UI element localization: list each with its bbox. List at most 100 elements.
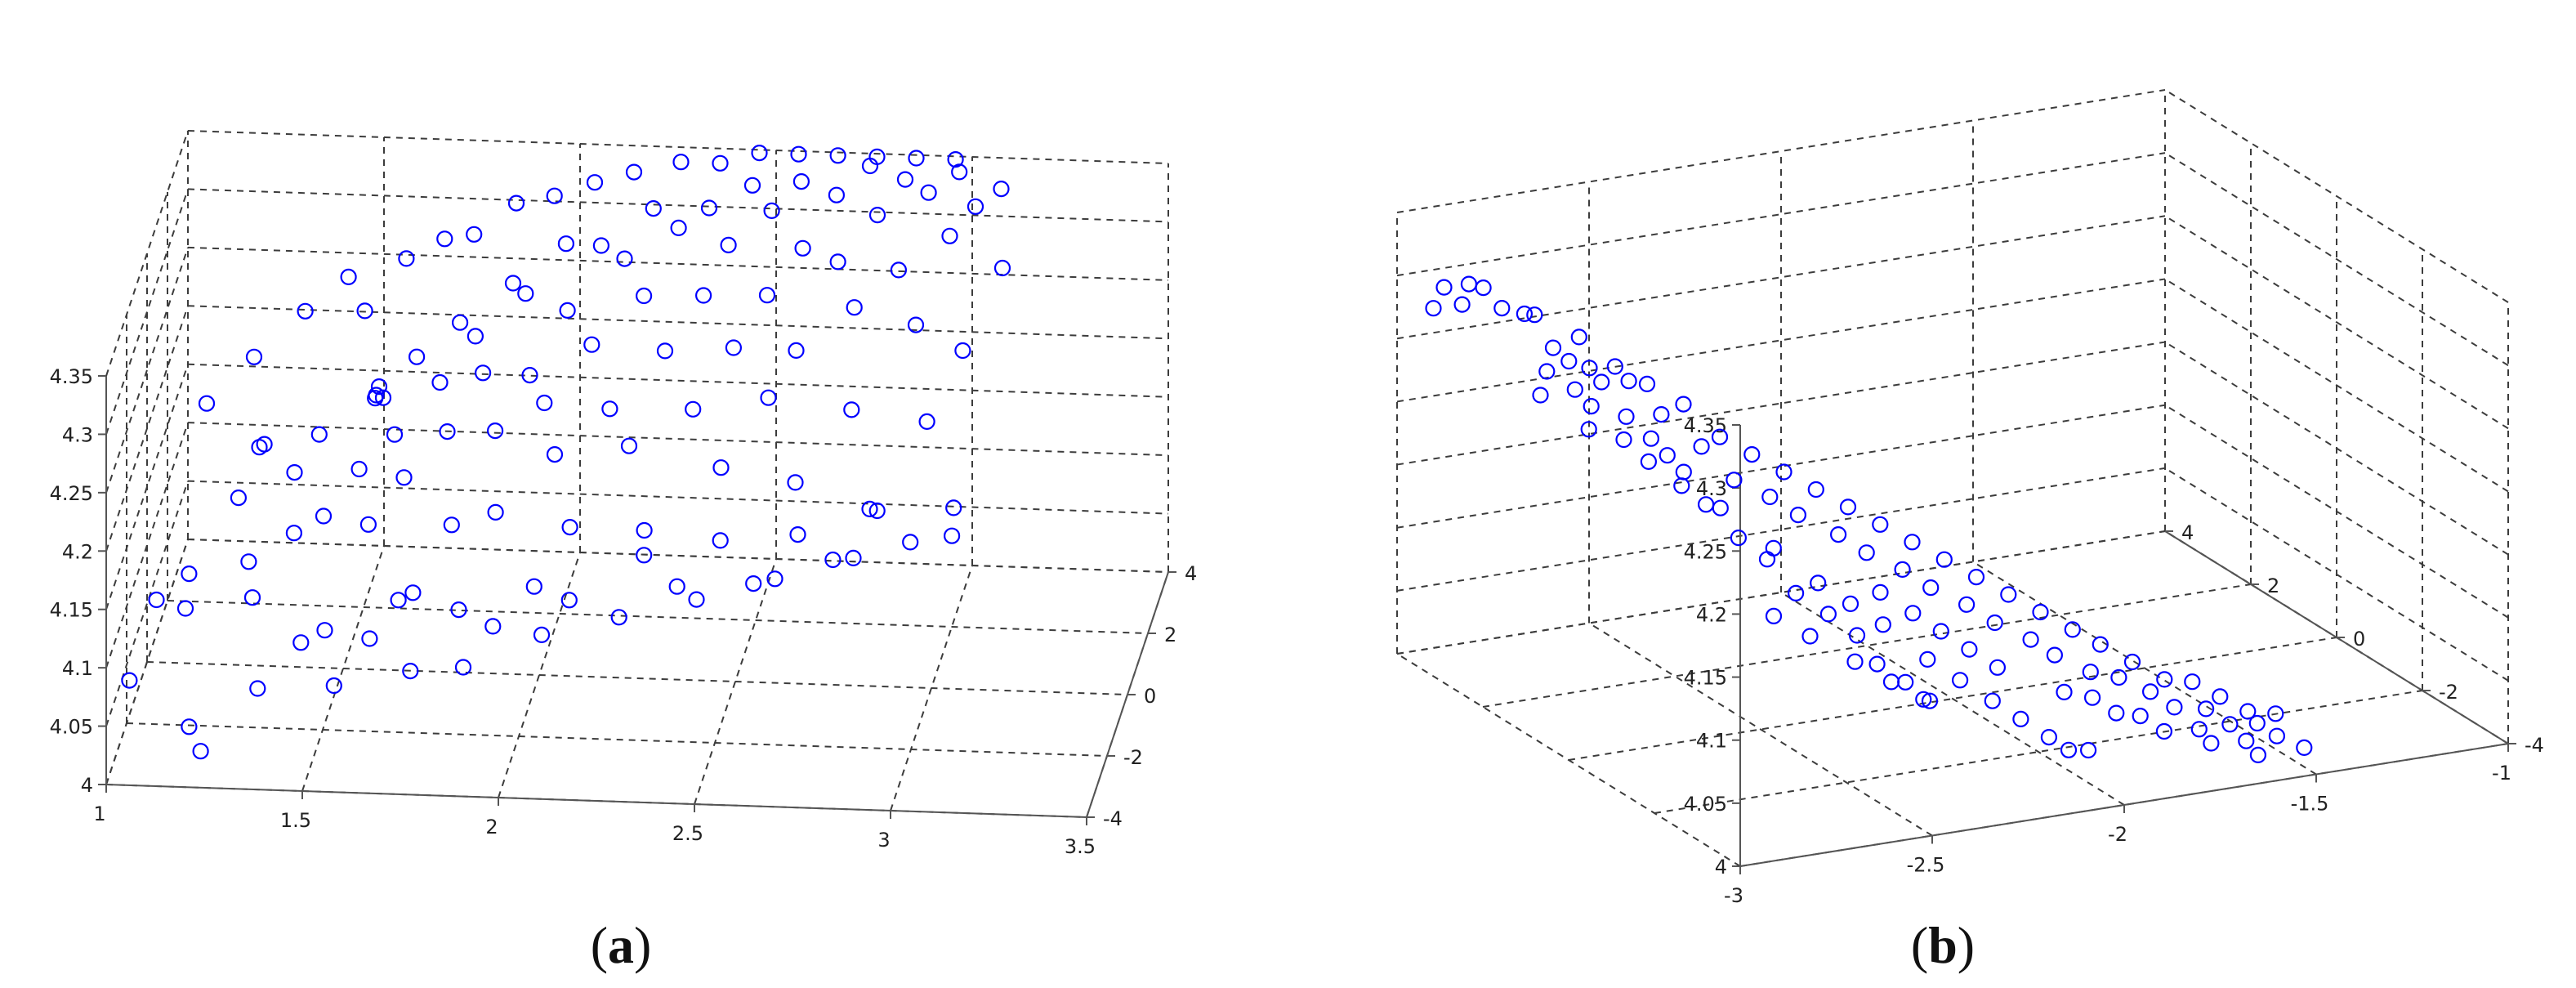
data-point-b <box>1675 396 1692 413</box>
caption-b-letter: b <box>1928 916 1958 974</box>
data-point-a <box>521 367 538 384</box>
grid-line-b <box>2164 215 2509 430</box>
data-point-a <box>967 198 984 215</box>
data-point-b <box>1801 628 1819 645</box>
grid-line-a <box>694 558 777 805</box>
data-point-a <box>907 316 925 333</box>
data-point-a <box>766 570 784 588</box>
grid-line-a <box>187 422 1169 457</box>
data-point-a <box>315 507 333 525</box>
grid-line-a <box>167 600 1149 634</box>
x-tick-label-b: -2 <box>2108 823 2127 846</box>
x-tick-label-a: 2.5 <box>672 822 703 845</box>
data-point-a <box>845 549 862 567</box>
grid-line-a <box>890 565 973 811</box>
data-point-b <box>2032 603 2049 621</box>
panel-b-scatter3d: -3 -2.5 -2 -1.5 -1 -4 -2 0 2 4 4 4.05 4.1 4.15 4.2 4.25… <box>1396 89 2544 907</box>
data-point-b <box>1986 614 2003 632</box>
grid-line-b <box>2164 89 2509 303</box>
y-tick-label-a: 2 <box>1164 624 1176 646</box>
data-point-b <box>1839 498 1857 516</box>
data-point-b <box>1581 360 1598 377</box>
data-point-b <box>2238 732 2255 749</box>
data-point-a <box>285 525 302 542</box>
z-tick-label-b: 4.3 <box>1696 477 1727 500</box>
grid-line-b <box>2164 341 2509 556</box>
data-point-a <box>829 253 846 270</box>
data-point-a <box>402 662 419 680</box>
data-point-b <box>1570 329 1587 346</box>
data-point-b <box>1922 579 1940 597</box>
data-point-a <box>712 532 729 549</box>
data-point-b <box>1693 438 1710 455</box>
z-tick-label-a: 4.25 <box>50 482 93 505</box>
data-point-b <box>1775 463 1792 481</box>
data-point-b <box>1761 488 1779 506</box>
data-point-a <box>951 163 968 181</box>
y-tick-label-b: -2 <box>2439 681 2458 704</box>
data-point-a <box>374 389 392 406</box>
data-point-b <box>1932 623 1949 640</box>
data-point-b <box>2012 710 2029 728</box>
data-point-b <box>2064 621 2081 638</box>
data-point-b <box>1544 339 1562 356</box>
grid-line-a <box>105 247 189 494</box>
data-point-b <box>1620 373 1637 390</box>
x-axis-a <box>105 784 1087 818</box>
x-tick-label-a: 1.5 <box>280 809 311 832</box>
data-point-b <box>1516 305 1534 323</box>
data-point-a <box>645 200 662 217</box>
data-point-a <box>176 600 194 617</box>
data-point-a <box>868 207 886 224</box>
x-tick-label-b: -3 <box>1724 884 1743 907</box>
data-point-b <box>1526 306 1543 324</box>
grid-line-b <box>2164 278 2509 493</box>
data-point-a <box>243 589 261 606</box>
grid-line-b <box>2164 467 2509 682</box>
data-point-a <box>370 378 388 396</box>
data-point-b <box>2268 727 2285 744</box>
data-point-a <box>636 547 653 564</box>
grid-line-a <box>105 305 189 552</box>
data-point-b <box>1425 300 1442 317</box>
z-tick-label-b: 4.25 <box>1684 540 1727 563</box>
data-point-a <box>745 574 762 592</box>
data-point-a <box>610 609 627 626</box>
data-point-a <box>536 394 553 412</box>
data-point-b <box>1868 655 1886 673</box>
data-point-a <box>121 672 138 689</box>
data-point-a <box>656 342 674 360</box>
z-tick-label-a: 4.3 <box>62 423 93 446</box>
data-point-a <box>436 230 453 248</box>
grid-line-a <box>105 539 189 785</box>
data-point-b <box>1493 300 1511 317</box>
z-tick-label-b: 4.1 <box>1696 730 1727 753</box>
data-point-b <box>1874 616 1891 633</box>
caption-a: (a) <box>591 916 652 974</box>
data-point-a <box>249 680 266 697</box>
data-point-a <box>788 342 805 359</box>
grid-line-a <box>187 246 1169 281</box>
data-point-a <box>670 219 687 236</box>
data-point-a <box>546 187 563 204</box>
data-point-b <box>1642 430 1660 447</box>
data-point-a <box>230 489 247 507</box>
data-point-a <box>672 154 690 171</box>
y-tick-label-b: 4 <box>2181 521 2194 544</box>
data-point-b <box>2198 700 2215 718</box>
grid-line-a <box>187 539 1169 573</box>
data-point-a <box>941 227 958 244</box>
z-tick-label-b: 4.05 <box>1684 793 1727 816</box>
data-point-b <box>2060 741 2078 758</box>
caption-b-open: ( <box>1911 916 1928 974</box>
data-point-a <box>947 151 964 168</box>
data-point-b <box>1638 375 1656 392</box>
data-point-a <box>586 174 604 191</box>
data-point-b <box>1810 574 1827 592</box>
panel-a-scatter3d: 1 1.5 2 2.5 3 3.5 -4 -2 0 2 4 4 4.05 4.1 4.15 4.2 4.25 4.… <box>50 130 1197 858</box>
data-point-a <box>386 426 404 443</box>
z-tick-label-a: 4.2 <box>62 540 93 563</box>
data-point-b <box>1538 363 1556 380</box>
data-point-a <box>474 364 492 382</box>
data-point-b <box>2203 735 2220 752</box>
